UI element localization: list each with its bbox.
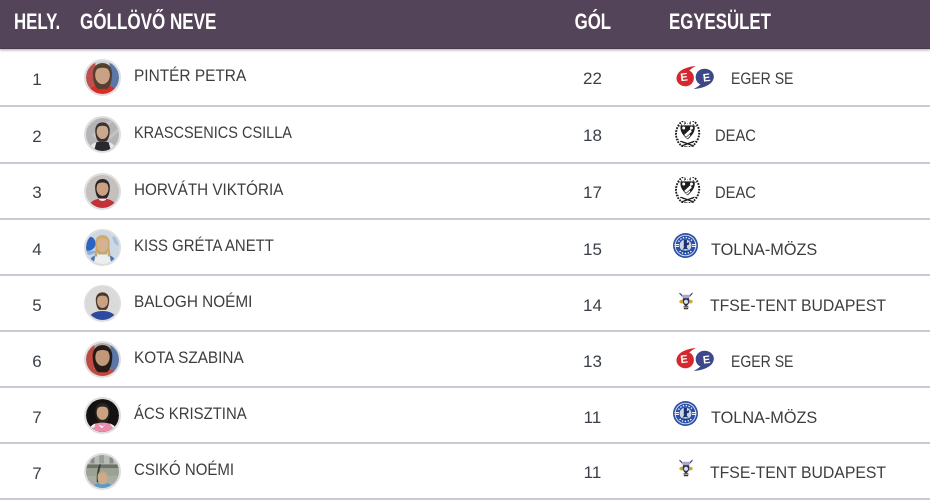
svg-text:E: E xyxy=(702,72,711,85)
svg-text:E: E xyxy=(680,71,689,84)
svg-text:E: E xyxy=(702,354,711,367)
svg-text:E: E xyxy=(680,354,689,367)
